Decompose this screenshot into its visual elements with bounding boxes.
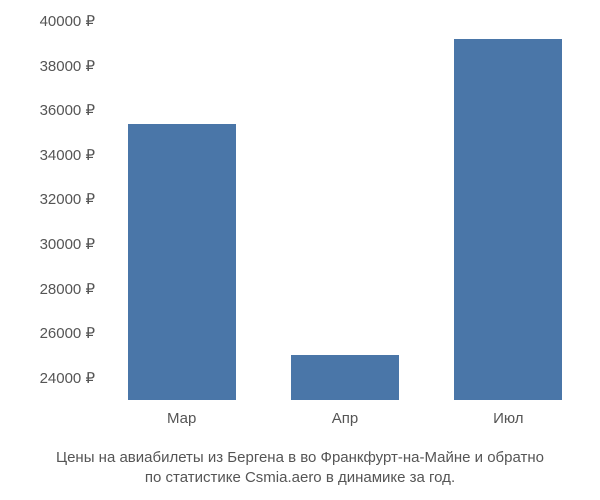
bar [128,124,236,400]
y-tick-label: 38000 ₽ [5,57,95,75]
x-tick-label: Мар [167,410,196,427]
y-tick-label: 24000 ₽ [5,369,95,387]
chart-caption: Цены на авиабилеты из Бергена в во Франк… [0,448,600,489]
y-tick-label: 34000 ₽ [5,146,95,164]
y-tick-label: 26000 ₽ [5,324,95,342]
caption-line2: по статистике Csmia.aero в динамике за г… [145,469,455,486]
y-tick-label: 40000 ₽ [5,12,95,30]
x-tick-label: Июл [493,410,523,427]
bar [291,355,399,400]
y-tick-label: 30000 ₽ [5,235,95,253]
chart-container: Цены на авиабилеты из Бергена в во Франк… [0,0,600,500]
y-tick-label: 36000 ₽ [5,101,95,119]
x-tick-label: Апр [332,410,358,427]
bar [454,39,562,400]
caption-line1: Цены на авиабилеты из Бергена в во Франк… [56,449,544,466]
y-tick-label: 32000 ₽ [5,190,95,208]
y-tick-label: 28000 ₽ [5,280,95,298]
